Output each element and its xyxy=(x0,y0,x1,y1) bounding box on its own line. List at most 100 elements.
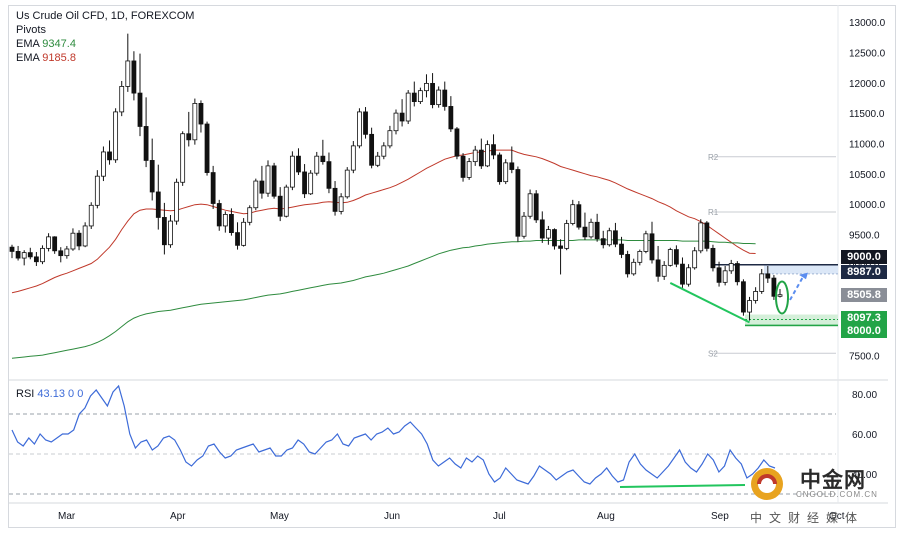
candle-body xyxy=(637,251,643,263)
ema-name-green: EMA xyxy=(16,38,40,50)
candle-body xyxy=(216,203,222,227)
candle-body xyxy=(472,149,478,163)
rsi-value: 43.13 xyxy=(37,388,65,400)
candle-body xyxy=(338,196,344,212)
candle-body xyxy=(600,238,606,246)
candle-body xyxy=(454,128,460,157)
ema-line xyxy=(11,239,756,359)
candle-body xyxy=(241,221,247,246)
candle-body xyxy=(174,181,179,222)
candle-body xyxy=(101,151,106,177)
pivot-label: R1 xyxy=(708,208,719,217)
resistance-zone xyxy=(764,264,838,274)
candle-body xyxy=(558,245,563,249)
candle-body xyxy=(58,250,64,257)
candle-body xyxy=(82,225,88,247)
candle-body xyxy=(625,254,631,275)
candle-body xyxy=(576,204,582,228)
candle-body xyxy=(515,169,521,237)
candle-body xyxy=(350,145,356,171)
candle-body xyxy=(393,112,399,132)
candle-body xyxy=(222,214,228,227)
y-tick-label: 7500.0 xyxy=(849,352,880,363)
ema-name-red: EMA xyxy=(16,52,40,64)
candle-body xyxy=(399,112,405,122)
candle-body xyxy=(161,217,167,246)
candle-body xyxy=(52,236,58,252)
candle-body xyxy=(570,204,576,224)
candle-body xyxy=(430,82,435,106)
candle-body xyxy=(753,291,759,301)
candle-body xyxy=(564,223,570,249)
y-tick-label: 11000.0 xyxy=(849,139,885,150)
candle-body xyxy=(94,175,100,206)
candle-body xyxy=(698,222,704,252)
ema-line xyxy=(11,149,756,294)
candle-body xyxy=(765,273,771,279)
candle-body xyxy=(247,207,253,223)
y-tick-label: 9500.0 xyxy=(849,230,880,241)
x-tick-label: Sep xyxy=(711,511,729,522)
candle-body xyxy=(308,172,314,195)
candle-body xyxy=(771,277,777,297)
candle-body xyxy=(21,252,27,259)
candle-body xyxy=(503,162,509,183)
candle-body xyxy=(478,149,484,167)
ema-value-green: 9347.4 xyxy=(42,38,76,50)
candle-body xyxy=(186,133,192,141)
candle-body xyxy=(491,144,496,156)
candle-body xyxy=(259,180,265,194)
candles-group xyxy=(9,33,783,321)
candle-body xyxy=(125,60,131,87)
candle-body xyxy=(509,162,515,170)
candle-body xyxy=(667,249,673,266)
candle-body xyxy=(210,172,216,204)
y-tick-label: 12000.0 xyxy=(849,79,886,90)
watermark-logo-icon xyxy=(751,468,783,500)
rsi-tick-label: 40.00 xyxy=(852,470,877,481)
candle-body xyxy=(649,233,655,261)
candle-body xyxy=(631,261,637,275)
x-tick-label: Mar xyxy=(58,511,76,522)
chart-title: Us Crude Oil CFD, 1D, FOREXCOM xyxy=(16,10,195,22)
candle-body xyxy=(88,204,94,227)
candle-body xyxy=(588,221,594,238)
projection-arrowhead xyxy=(799,272,808,280)
pivot-label: S2 xyxy=(708,349,718,358)
candle-body xyxy=(741,281,746,313)
projection-arrow xyxy=(789,276,804,301)
candle-body xyxy=(289,155,295,188)
candle-body xyxy=(381,145,387,157)
candle-body xyxy=(143,126,149,161)
candle-body xyxy=(326,161,332,189)
candle-body xyxy=(747,300,752,313)
candle-body xyxy=(411,92,417,102)
candle-body xyxy=(643,233,649,252)
candle-body xyxy=(375,155,381,166)
candle-body xyxy=(198,103,204,125)
candle-body xyxy=(460,155,466,178)
candle-body xyxy=(229,214,234,234)
candle-body xyxy=(533,193,539,221)
candle-body xyxy=(33,256,39,263)
candle-body xyxy=(673,249,679,265)
candle-body xyxy=(448,106,454,130)
candle-body xyxy=(344,169,350,198)
candle-body xyxy=(76,232,82,247)
candle-body xyxy=(302,171,307,195)
reversal-ellipse xyxy=(775,280,789,315)
pivot-label: R2 xyxy=(708,153,719,162)
candle-body xyxy=(107,151,112,161)
candle-body xyxy=(734,263,740,283)
support-trendline xyxy=(669,282,750,324)
ema-value-red: 9185.8 xyxy=(42,52,76,64)
price-label: 9000.0 xyxy=(841,249,887,264)
y-tick-label: 12500.0 xyxy=(849,48,886,59)
candle-body xyxy=(131,60,137,94)
candle-body xyxy=(704,222,710,249)
candle-body xyxy=(314,155,320,174)
support-zone xyxy=(745,314,838,327)
x-tick-label: Aug xyxy=(597,511,615,522)
rsi-legend: RSI 43.13 0 0 xyxy=(16,388,83,400)
